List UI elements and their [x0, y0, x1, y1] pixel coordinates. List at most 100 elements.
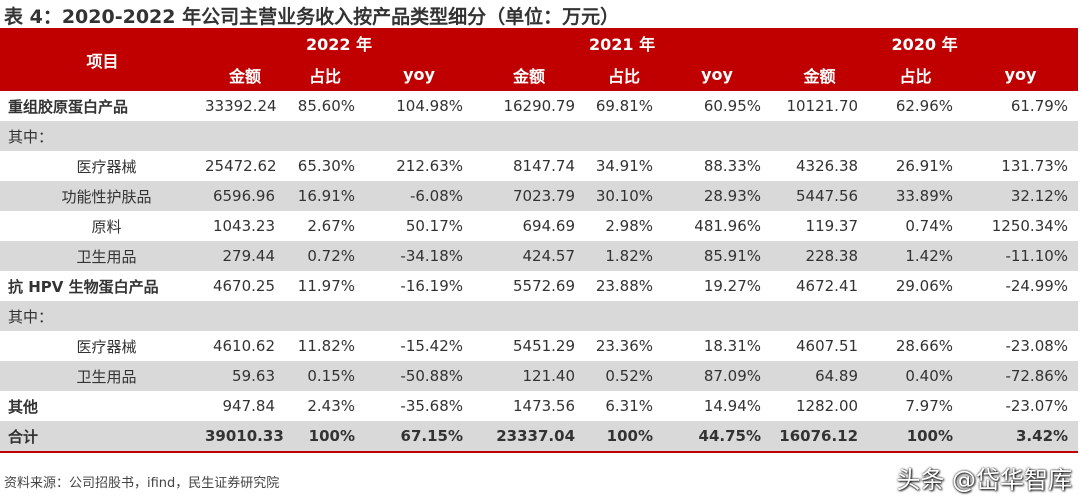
- watermark: 头条 @岱华智库: [896, 466, 1072, 494]
- cell: 69.81%: [595, 97, 654, 115]
- row-label: 卫生用品: [0, 241, 205, 271]
- cell: 4672.41: [796, 277, 859, 295]
- cell: [771, 121, 869, 151]
- cell: 14.94%: [703, 397, 762, 415]
- cell: 19.27%: [703, 277, 762, 295]
- cell: -24.99%: [1005, 277, 1069, 295]
- cell: 65.30%: [297, 157, 355, 175]
- cell: 121.40: [473, 361, 586, 391]
- cell: 87.09%: [663, 361, 772, 391]
- cell: 0.72%: [285, 241, 365, 271]
- cell: 30.10%: [585, 181, 664, 211]
- cell: 3.42%: [963, 421, 1079, 453]
- row-label: 重组胶原蛋白产品: [8, 97, 129, 116]
- cell: 23.36%: [595, 337, 654, 355]
- cell: 4607.51: [796, 337, 859, 355]
- cell: 23337.04: [473, 421, 586, 453]
- cell: [663, 121, 772, 151]
- cell: 228.38: [771, 241, 869, 271]
- cell: -11.10%: [963, 241, 1079, 271]
- cell: 25472.62: [205, 157, 277, 175]
- table-row: 功能性护肤品 6596.96 16.91% -6.08% 7023.79 30.10% 28…: [0, 181, 1079, 211]
- cell: 34.91%: [595, 157, 654, 175]
- header-col: 占比: [868, 58, 964, 91]
- cell: 0.74%: [905, 217, 954, 235]
- table-row: 医疗器械 25472.62 65.30% 212.63% 8147.74 34.91% 88…: [0, 151, 1078, 181]
- table-row: 医疗器械 4610.62 11.82% -15.42% 5451.29 23.36% 18.…: [0, 331, 1078, 361]
- header-col: 金额: [205, 58, 285, 91]
- cell: 4670.25: [212, 277, 275, 295]
- cell: 100%: [585, 421, 664, 453]
- cell: [285, 301, 365, 331]
- cell: -72.86%: [963, 361, 1079, 391]
- cell: [365, 301, 474, 331]
- cell: 0.40%: [868, 361, 964, 391]
- cell: 100%: [285, 421, 365, 453]
- row-label: 其他: [8, 397, 39, 416]
- cell: 5451.29: [512, 337, 576, 355]
- cell: -50.88%: [365, 361, 474, 391]
- cell: -34.18%: [365, 241, 474, 271]
- cell: 28.66%: [895, 337, 954, 355]
- header-col: 占比: [585, 58, 664, 91]
- cell: 424.57: [473, 241, 586, 271]
- cell: [868, 301, 964, 331]
- cell: 50.17%: [405, 217, 464, 235]
- cell: 8147.74: [512, 157, 576, 175]
- cell: [473, 121, 586, 151]
- cell: [585, 121, 664, 151]
- cell: -35.68%: [400, 397, 464, 415]
- cell: 67.15%: [365, 421, 474, 453]
- cell: 16076.12: [771, 421, 869, 453]
- table-row: 合计 39010.33 100% 67.15% 23337.04 100% 44.75% 16…: [0, 421, 1079, 453]
- header-year: 2021 年: [473, 28, 772, 58]
- cell: 59.63: [205, 361, 285, 391]
- header-year: 2020 年: [771, 28, 1079, 58]
- table-row: 其他 947.84 2.43% -35.68% 1473.56 6.31% 14.94% 12…: [0, 391, 1078, 421]
- table-row: 卫生用品 279.44 0.72% -34.18% 424.57 1.82% 85.91% 2…: [0, 241, 1079, 271]
- table-row: 原料 1043.23 2.67% 50.17% 694.69 2.98% 481.96% 11…: [0, 211, 1078, 241]
- table-row: 其中：: [0, 121, 1079, 151]
- cell: 18.31%: [703, 337, 762, 355]
- row-label: 抗 HPV 生物蛋白产品: [8, 277, 159, 296]
- header-col: 金额: [473, 58, 586, 91]
- cell: 1282.00: [796, 397, 859, 415]
- cell: 1.82%: [585, 241, 664, 271]
- cell: 0.52%: [585, 361, 664, 391]
- cell: 11.82%: [297, 337, 355, 355]
- cell: 212.63%: [396, 157, 464, 175]
- header-col: 金额: [771, 58, 869, 91]
- cell: 7.97%: [905, 397, 954, 415]
- cell: [963, 301, 1079, 331]
- cell: [205, 121, 285, 151]
- cell: 26.91%: [895, 157, 954, 175]
- cell: 85.60%: [297, 97, 355, 115]
- row-label: 原料: [91, 217, 122, 236]
- source-note: 资料来源：公司招股书，ifind，民生证券研究院: [4, 476, 280, 491]
- cell: 29.06%: [895, 277, 954, 295]
- cell: 694.69: [522, 217, 576, 235]
- cell: 1473.56: [512, 397, 576, 415]
- cell: 85.91%: [663, 241, 772, 271]
- cell: 88.33%: [703, 157, 762, 175]
- header-col: yoy: [963, 58, 1079, 91]
- table-row: 卫生用品 59.63 0.15% -50.88% 121.40 0.52% 87.09% 64…: [0, 361, 1079, 391]
- cell: 10121.70: [786, 97, 859, 115]
- cell: -15.42%: [400, 337, 464, 355]
- row-label: 医疗器械: [76, 337, 137, 356]
- table-row: 抗 HPV 生物蛋白产品 4670.25 11.97% -16.19% 5572.69 2…: [0, 271, 1078, 301]
- cell: [868, 121, 964, 151]
- cell: -23.07%: [1005, 397, 1069, 415]
- cell: 6596.96: [205, 181, 285, 211]
- header-col: yoy: [663, 58, 772, 91]
- cell: 16.91%: [285, 181, 365, 211]
- table-row: 其中：: [0, 301, 1079, 331]
- cell: 2.43%: [307, 397, 355, 415]
- cell: [285, 121, 365, 151]
- cell: 33392.24: [205, 97, 277, 115]
- cell: [473, 301, 586, 331]
- cell: 60.95%: [703, 97, 762, 115]
- cell: 947.84: [222, 397, 276, 415]
- cell: -23.08%: [1005, 337, 1069, 355]
- cell: -6.08%: [365, 181, 474, 211]
